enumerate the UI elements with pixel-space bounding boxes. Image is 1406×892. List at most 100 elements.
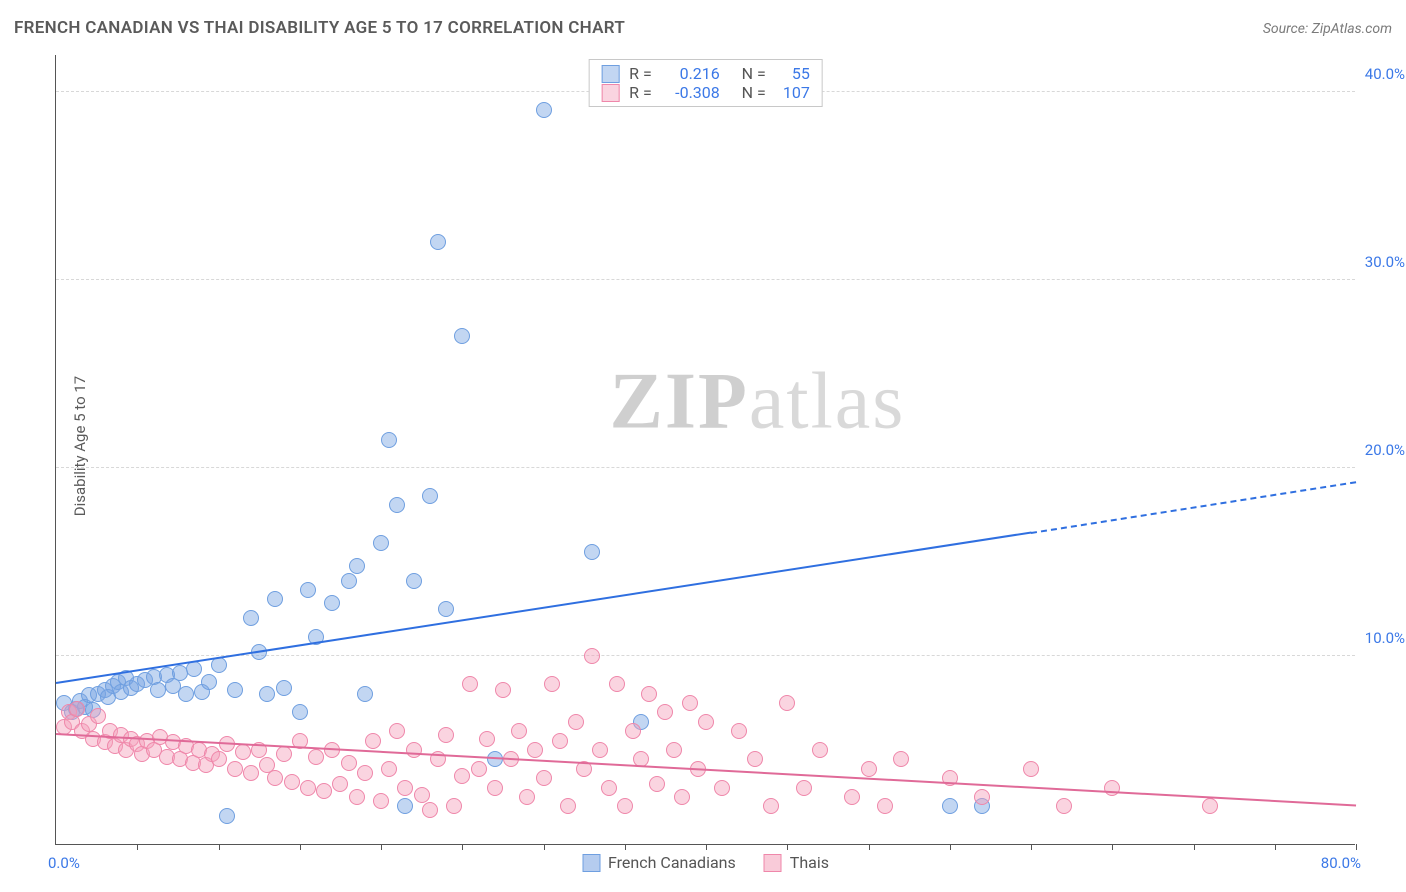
data-point — [861, 761, 877, 777]
n-value: 55 — [776, 64, 810, 83]
data-point — [657, 704, 673, 720]
x-tick — [787, 844, 788, 850]
x-tick — [300, 844, 301, 850]
data-point — [560, 798, 576, 814]
scatter-plot: ZIPatlas 10.0%20.0%30.0%40.0%0.0%80.0%R … — [55, 55, 1355, 845]
data-point — [779, 695, 795, 711]
data-point — [682, 695, 698, 711]
data-point — [942, 798, 958, 814]
data-point — [674, 789, 690, 805]
legend-label: Thais — [790, 853, 829, 872]
watermark: ZIPatlas — [609, 357, 905, 448]
data-point — [592, 742, 608, 758]
data-point — [438, 601, 454, 617]
x-max-label: 80.0% — [1321, 854, 1361, 872]
data-point — [877, 798, 893, 814]
data-point — [341, 573, 357, 589]
data-point — [609, 676, 625, 692]
data-point — [1202, 798, 1218, 814]
series-legend: French Canadians Thais — [582, 853, 829, 872]
correlation-stats-box: R =0.216 N =55R =-0.308 N =107 — [588, 59, 823, 107]
data-point — [552, 733, 568, 749]
data-point — [617, 798, 633, 814]
data-point — [568, 714, 584, 730]
data-point — [1023, 761, 1039, 777]
n-value: 107 — [776, 83, 810, 102]
data-point — [519, 789, 535, 805]
x-tick — [544, 844, 545, 850]
data-point — [324, 595, 340, 611]
data-point — [308, 749, 324, 765]
data-point — [381, 432, 397, 448]
data-point — [893, 751, 909, 767]
data-point — [178, 686, 194, 702]
chart-title: FRENCH CANADIAN VS THAI DISABILITY AGE 5… — [14, 18, 625, 38]
data-point — [471, 761, 487, 777]
data-point — [276, 746, 292, 762]
gridline — [56, 279, 1355, 280]
y-tick-label: 10.0% — [1357, 629, 1405, 647]
data-point — [462, 676, 478, 692]
series-swatch — [601, 65, 619, 83]
source-attribution: Source: ZipAtlas.com — [1263, 21, 1392, 37]
data-point — [796, 780, 812, 796]
data-point — [763, 798, 779, 814]
data-point — [641, 686, 657, 702]
data-point — [373, 793, 389, 809]
x-tick — [950, 844, 951, 850]
x-tick — [219, 844, 220, 850]
data-point — [389, 497, 405, 513]
data-point — [666, 742, 682, 758]
data-point — [267, 591, 283, 607]
x-tick — [869, 844, 870, 850]
data-point — [544, 676, 560, 692]
data-point — [487, 780, 503, 796]
data-point — [381, 761, 397, 777]
data-point — [649, 776, 665, 792]
data-point — [341, 755, 357, 771]
data-point — [714, 780, 730, 796]
data-point — [479, 731, 495, 747]
data-point — [495, 682, 511, 698]
data-point — [454, 768, 470, 784]
data-point — [397, 780, 413, 796]
x-tick — [706, 844, 707, 850]
legend-swatch — [582, 854, 600, 872]
data-point — [150, 682, 166, 698]
data-point — [747, 751, 763, 767]
data-point — [219, 808, 235, 824]
x-tick — [1194, 844, 1195, 850]
data-point — [414, 787, 430, 803]
data-point — [357, 765, 373, 781]
data-point — [812, 742, 828, 758]
data-point — [332, 776, 348, 792]
y-tick-label: 30.0% — [1357, 253, 1405, 271]
stat-row: R =-0.308 N =107 — [601, 83, 810, 102]
legend-swatch — [764, 854, 782, 872]
data-point — [974, 789, 990, 805]
data-point — [536, 102, 552, 118]
stat-row: R =0.216 N =55 — [601, 64, 810, 83]
data-point — [536, 770, 552, 786]
r-value: 0.216 — [662, 64, 720, 83]
data-point — [422, 488, 438, 504]
data-point — [422, 802, 438, 818]
x-tick — [625, 844, 626, 850]
data-point — [389, 723, 405, 739]
data-point — [1056, 798, 1072, 814]
data-point — [316, 783, 332, 799]
data-point — [172, 665, 188, 681]
x-tick — [1275, 844, 1276, 850]
data-point — [527, 742, 543, 758]
data-point — [430, 234, 446, 250]
x-origin-label: 0.0% — [48, 854, 80, 872]
legend-label: French Canadians — [608, 853, 736, 872]
data-point — [259, 686, 275, 702]
x-tick — [381, 844, 382, 850]
data-point — [243, 610, 259, 626]
data-point — [235, 744, 251, 760]
y-tick-label: 40.0% — [1357, 65, 1405, 83]
legend-item: Thais — [764, 853, 829, 872]
data-point — [584, 648, 600, 664]
data-point — [69, 701, 85, 717]
